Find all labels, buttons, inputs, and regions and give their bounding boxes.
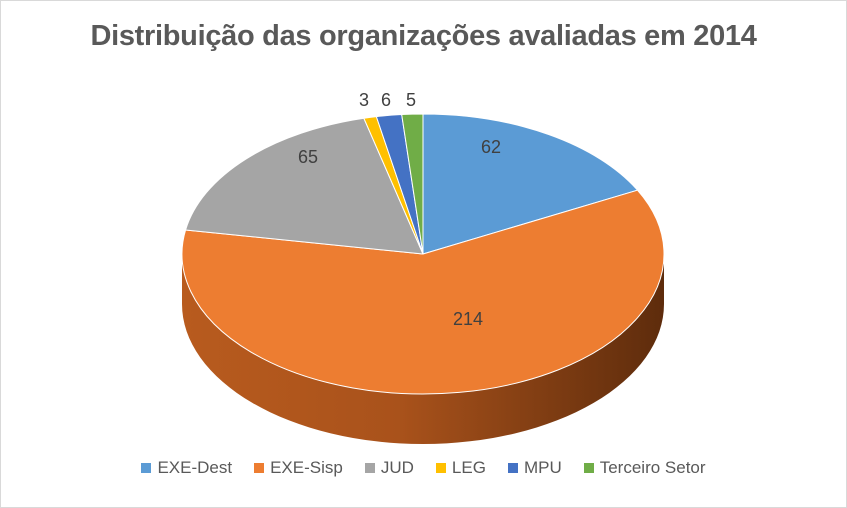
legend-item-leg: LEG — [435, 458, 486, 478]
pie-slice-terceiro-setor — [401, 113, 424, 255]
legend-swatch — [254, 463, 265, 473]
pie-side-exe-sisp — [182, 254, 664, 444]
legend: EXE-Dest EXE-Sisp JUD LEG MPU Terceiro Setor — [0, 458, 847, 478]
data-label-exe-dest: 62 — [481, 137, 501, 157]
chart-title: Distribuição das organizações avaliadas … — [90, 20, 757, 52]
pie-slice-exe-dest — [422, 113, 638, 255]
legend-label: MPU — [523, 458, 562, 477]
legend-item-exe-dest: EXE-Dest — [141, 458, 232, 478]
legend-swatch — [435, 463, 446, 473]
legend-label: JUD — [380, 458, 414, 477]
legend-label: EXE-Dest — [157, 458, 233, 477]
legend-label: Terceiro Setor — [599, 458, 706, 477]
pie-slice-jud — [185, 117, 424, 255]
data-label-exe-sisp: 214 — [453, 309, 483, 329]
legend-item-jud: JUD — [364, 458, 414, 478]
legend-swatch — [583, 463, 594, 473]
legend-item-mpu: MPU — [507, 458, 562, 478]
legend-item-terceiro-setor: Terceiro Setor — [583, 458, 706, 478]
data-label-leg: 3 — [359, 90, 369, 110]
pie-sides — [182, 254, 664, 444]
data-label-jud: 65 — [298, 147, 318, 167]
legend-swatch — [141, 463, 152, 473]
data-label-mpu: 6 — [381, 90, 391, 110]
legend-swatch — [507, 463, 518, 473]
pie-slice-exe-sisp — [181, 189, 665, 395]
legend-item-exe-sisp: EXE-Sisp — [254, 458, 343, 478]
pie-top — [181, 113, 665, 395]
legend-label: LEG — [451, 458, 486, 477]
data-label-terceiro-setor: 5 — [406, 90, 416, 110]
legend-swatch — [364, 463, 375, 473]
legend-label: EXE-Sisp — [270, 458, 343, 477]
